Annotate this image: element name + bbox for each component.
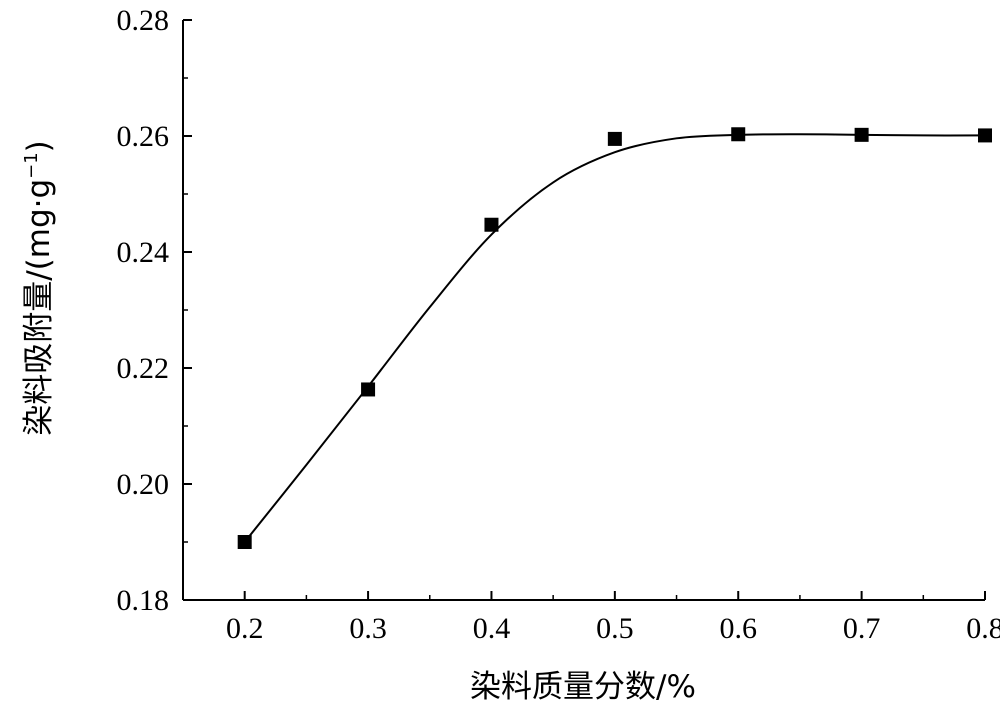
y-axis-title-close: ) bbox=[21, 140, 57, 152]
x-tick-label: 0.4 bbox=[473, 612, 511, 645]
x-tick-label: 0.6 bbox=[719, 612, 757, 645]
y-axis-title: 染料吸附量/(mg·g−1) bbox=[21, 140, 57, 436]
data-points bbox=[237, 127, 992, 549]
fit-curve bbox=[243, 133, 986, 543]
data-point bbox=[361, 382, 376, 397]
data-point bbox=[237, 535, 252, 549]
y-axis-title-sup: −1 bbox=[21, 152, 42, 179]
x-tick-label: 0.8 bbox=[966, 612, 1000, 645]
x-tick-label: 0.7 bbox=[843, 612, 881, 645]
y-axis-title-main: 染料吸附量/(mg·g bbox=[21, 179, 57, 436]
data-point bbox=[854, 127, 869, 142]
data-point bbox=[731, 127, 746, 142]
x-tick-label: 0.3 bbox=[349, 612, 387, 645]
y-tick-label: 0.26 bbox=[117, 120, 170, 153]
y-tick-label: 0.28 bbox=[117, 4, 170, 37]
axes bbox=[182, 20, 985, 601]
data-point bbox=[978, 128, 992, 143]
tick-labels: 0.2 0.3 0.4 0.5 0.6 0.7 0.8 0.18 0.20 0.22 0.24 0.2… bbox=[117, 4, 1000, 645]
x-tick-label: 0.5 bbox=[596, 612, 634, 645]
x-axis-title: 染料质量分数/% bbox=[470, 669, 696, 705]
data-point bbox=[484, 217, 499, 232]
y-tick-label: 0.18 bbox=[117, 584, 170, 617]
fit-curve-layer bbox=[243, 133, 986, 543]
y-tick-label: 0.22 bbox=[117, 352, 170, 385]
ticks bbox=[182, 19, 986, 601]
x-tick-label: 0.2 bbox=[226, 612, 264, 645]
data-point bbox=[607, 131, 622, 146]
y-tick-label: 0.20 bbox=[117, 468, 170, 501]
y-tick-label: 0.24 bbox=[117, 236, 170, 269]
